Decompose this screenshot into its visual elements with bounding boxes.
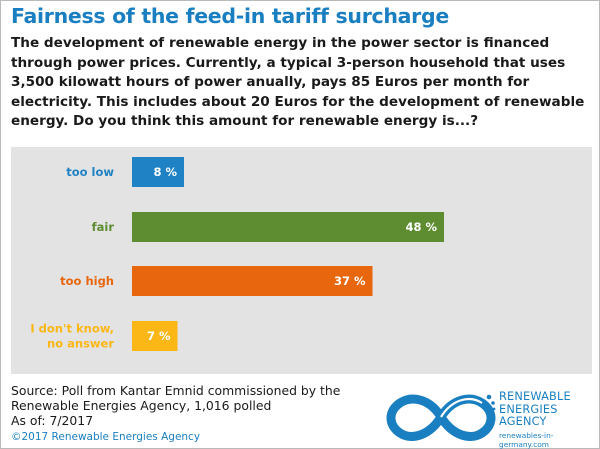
bar xyxy=(132,266,373,296)
logo-line: AGENCY xyxy=(499,415,547,428)
category-label: no answer xyxy=(47,337,114,351)
chart-area: 8 % too low 48 % fair 37 % too high 7 % I don't… xyxy=(11,147,592,374)
bar-value-label: 7 % xyxy=(147,329,171,343)
survey-question: The development of renewable energy in t… xyxy=(11,35,585,129)
chart-title: Fairness of the feed-in tariff surcharge xyxy=(11,4,449,28)
source-line: Source: Poll from Kantar Emnid commissio… xyxy=(11,383,341,398)
bar xyxy=(132,157,184,187)
source-note: Source: Poll from Kantar Emnid commissio… xyxy=(11,383,340,428)
category-label: I don't know, xyxy=(30,322,114,336)
bar-chart: 8 % too low 48 % fair 37 % too high 7 % I don't… xyxy=(30,157,444,351)
logo-line: ENERGIES xyxy=(499,402,558,416)
logo-url: renewables-in-germany.com xyxy=(499,430,554,449)
source-line: Renewable Energies Agency, 1,016 polled xyxy=(11,398,272,413)
bar-value-label: 48 % xyxy=(405,220,437,234)
bar xyxy=(132,212,444,242)
category-label: too low xyxy=(66,165,114,179)
category-label: fair xyxy=(92,220,115,234)
bar-value-label: 8 % xyxy=(153,165,177,179)
category-label: too high xyxy=(60,274,114,288)
agency-logo-text: RENEWABLE ENERGIES AGENCY renewables-in-… xyxy=(499,390,599,449)
copyright-text: ©2017 Renewable Energies Agency xyxy=(11,431,201,443)
bar xyxy=(132,321,178,351)
logo-line: RENEWABLE xyxy=(499,390,571,403)
infinity-logo-icon xyxy=(386,394,496,441)
bar-value-label: 37 % xyxy=(334,274,366,288)
source-date: As of: 7/2017 xyxy=(11,413,94,428)
